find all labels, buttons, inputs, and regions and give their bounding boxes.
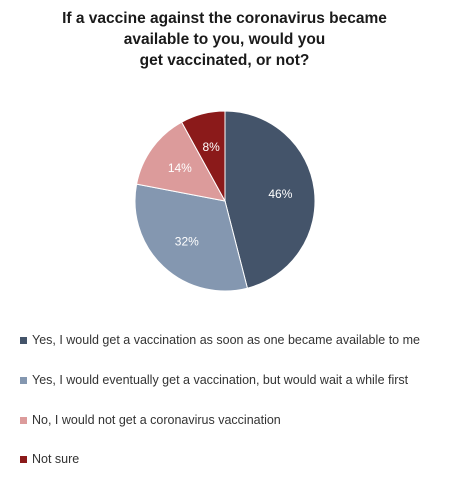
legend-label-3: No, I would not get a coronavirus vaccin… — [32, 413, 281, 427]
legend-label-1: Yes, I would get a vaccination as soon a… — [32, 333, 420, 347]
chart-title: If a vaccine against the coronavirus bec… — [0, 8, 449, 71]
legend-item-2: Yes, I would eventually get a vaccinatio… — [20, 373, 408, 387]
legend-swatch-1 — [20, 336, 27, 344]
legend-swatch-2 — [20, 376, 27, 384]
legend-label-4: Not sure — [32, 452, 80, 466]
pie-slice-2 — [134, 183, 248, 292]
legend-item-1: Yes, I would get a vaccination as soon a… — [20, 333, 420, 347]
data-label-2: 32% — [175, 235, 199, 249]
pie-slice-1 — [224, 110, 316, 289]
chart-title-line-1: If a vaccine against the coronavirus bec… — [62, 10, 387, 27]
legend-swatch-4 — [20, 455, 27, 463]
legend-swatch-3 — [20, 416, 27, 424]
chart-title-line-2: available to you, would you — [123, 31, 326, 48]
legend-item-4: Not sure — [20, 452, 79, 466]
chart-title-line-3: get vaccinated, or not? — [139, 52, 310, 69]
pie-slice-3 — [136, 121, 226, 202]
legend-label-2: Yes, I would eventually get a vaccinatio… — [32, 373, 409, 387]
data-label-1: 46% — [268, 187, 292, 201]
pie-slice-4 — [180, 110, 226, 202]
data-label-3: 14% — [168, 161, 192, 175]
data-label-4: 8% — [202, 140, 220, 154]
legend-item-3: No, I would not get a coronavirus vaccin… — [20, 413, 281, 427]
